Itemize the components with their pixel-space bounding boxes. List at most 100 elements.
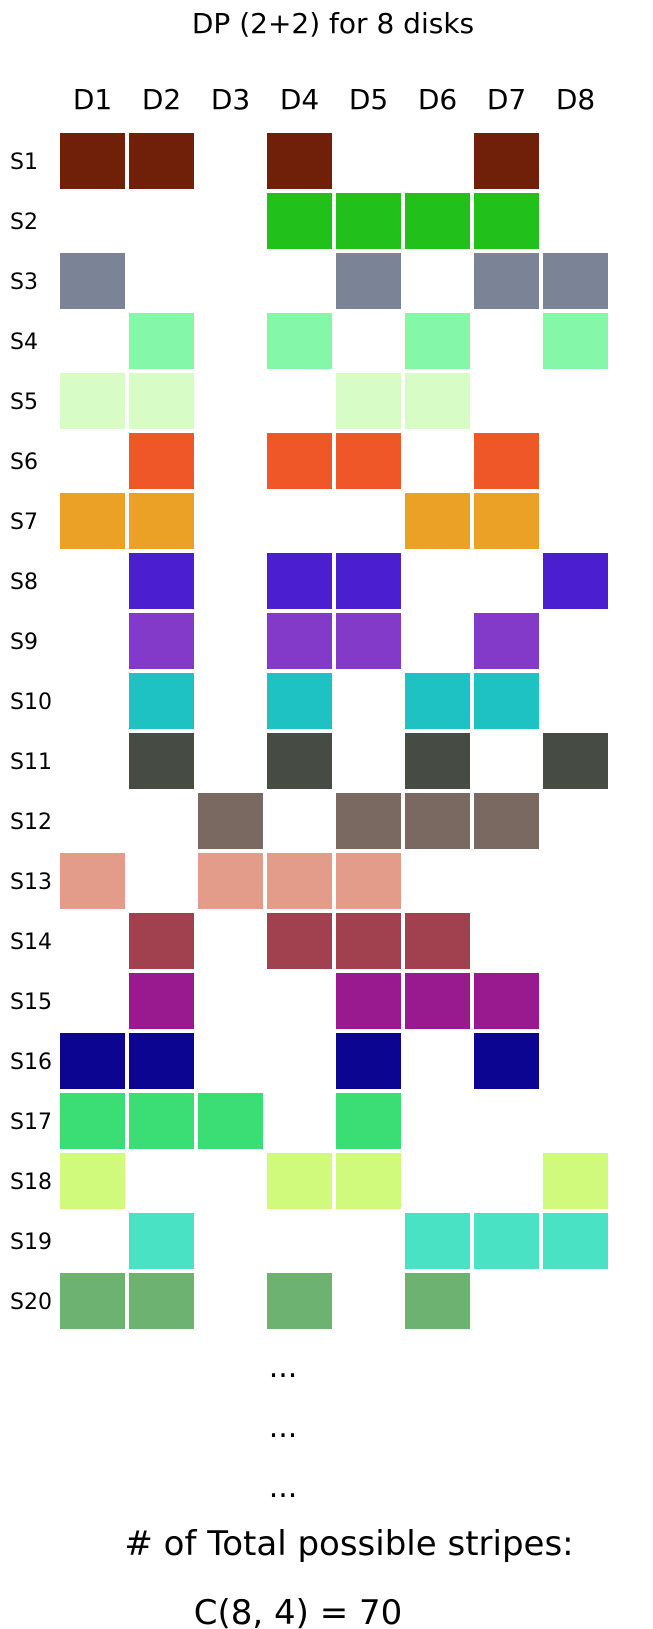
stripe-cell xyxy=(474,973,539,1029)
stripe-cell xyxy=(129,493,194,549)
stripe-cell xyxy=(129,913,194,969)
stripe-cell xyxy=(336,193,401,249)
stripe-cell xyxy=(474,1213,539,1269)
stripe-label: S1 xyxy=(10,150,38,175)
stripe-cell xyxy=(405,373,470,429)
stripe-cell xyxy=(129,1093,194,1149)
stripe-cell xyxy=(267,433,332,489)
disk-header: D1 xyxy=(73,83,112,116)
ellipsis-group: ......... xyxy=(269,1350,298,1505)
stripe-cell xyxy=(60,253,125,309)
stripe-cell xyxy=(336,1153,401,1209)
stripe-cell xyxy=(474,673,539,729)
stripe-cells xyxy=(60,133,608,1329)
disk-header: D5 xyxy=(349,83,388,116)
disk-header: D2 xyxy=(142,83,181,116)
stripe-label: S13 xyxy=(10,870,52,895)
stripe-cell xyxy=(129,673,194,729)
stripe-cell xyxy=(336,973,401,1029)
disk-headers: D1 D2 D3 D4 D5 D6 D7 D8 xyxy=(73,83,595,116)
stripe-cell xyxy=(129,613,194,669)
stripe-cell xyxy=(129,733,194,789)
stripe-cell xyxy=(474,493,539,549)
stripe-cell xyxy=(129,553,194,609)
ellipsis: ... xyxy=(269,1470,298,1505)
stripe-cell xyxy=(405,733,470,789)
stripe-cell xyxy=(60,133,125,189)
stripe-cell xyxy=(405,493,470,549)
stripe-cell xyxy=(474,133,539,189)
stripe-cell xyxy=(336,433,401,489)
stripe-label: S5 xyxy=(10,390,38,415)
stripe-cell xyxy=(129,1273,194,1329)
stripe-label: S20 xyxy=(10,1290,52,1315)
stripe-cell xyxy=(129,373,194,429)
stripe-cell xyxy=(405,673,470,729)
disk-header: D6 xyxy=(418,83,457,116)
stripe-cell xyxy=(405,313,470,369)
stripe-label: S18 xyxy=(10,1170,52,1195)
stripe-label: S9 xyxy=(10,630,38,655)
stripe-cell xyxy=(336,1093,401,1149)
stripe-cell xyxy=(267,733,332,789)
stripe-cell xyxy=(60,1093,125,1149)
stripe-cell xyxy=(405,913,470,969)
stripe-cell xyxy=(267,1153,332,1209)
stripe-cell xyxy=(198,853,263,909)
diagram-title: DP (2+2) for 8 disks xyxy=(192,7,474,40)
stripe-cell xyxy=(405,1213,470,1269)
stripe-cell xyxy=(474,193,539,249)
stripe-label: S10 xyxy=(10,690,52,715)
stripe-cell xyxy=(267,313,332,369)
stripe-cell xyxy=(405,1273,470,1329)
stripe-cell xyxy=(474,613,539,669)
ellipsis: ... xyxy=(269,1350,298,1385)
stripe-label: S17 xyxy=(10,1110,52,1135)
stripe-cell xyxy=(474,1033,539,1089)
stripe-label: S2 xyxy=(10,210,38,235)
footer-total-label: # of Total possible stripes: xyxy=(124,1524,573,1564)
stripe-cell xyxy=(543,1213,608,1269)
stripe-cell xyxy=(60,853,125,909)
stripe-cell xyxy=(60,493,125,549)
stripe-cell xyxy=(336,1033,401,1089)
stripe-cell xyxy=(198,1093,263,1149)
stripe-cell xyxy=(60,1033,125,1089)
stripe-label: S12 xyxy=(10,810,52,835)
stripe-labels: S1 S2 S3 S4 S5 S6 S7 S8 S9 S10 S11 S12 S13 S14 S15 S16 S… xyxy=(10,150,52,1315)
ellipsis: ... xyxy=(269,1410,298,1445)
stripe-label: S14 xyxy=(10,930,52,955)
stripe-cell xyxy=(474,793,539,849)
stripe-label: S16 xyxy=(10,1050,52,1075)
stripe-cell xyxy=(405,793,470,849)
stripe-cell xyxy=(60,373,125,429)
stripe-cell xyxy=(267,1273,332,1329)
stripe-label: S11 xyxy=(10,750,52,775)
stripe-cell xyxy=(267,193,332,249)
stripe-cell xyxy=(129,973,194,1029)
stripe-label: S6 xyxy=(10,450,38,475)
stripe-cell xyxy=(129,133,194,189)
stripe-cell xyxy=(267,133,332,189)
disk-header: D7 xyxy=(487,83,526,116)
stripe-cell xyxy=(543,553,608,609)
stripe-cell xyxy=(474,253,539,309)
stripe-label: S19 xyxy=(10,1230,52,1255)
stripe-label: S7 xyxy=(10,510,38,535)
stripe-cell xyxy=(267,853,332,909)
stripe-cell xyxy=(336,373,401,429)
stripe-cell xyxy=(336,553,401,609)
stripe-cell xyxy=(336,613,401,669)
stripe-cell xyxy=(336,913,401,969)
stripe-cell xyxy=(543,1153,608,1209)
stripe-cell xyxy=(267,613,332,669)
disk-header: D4 xyxy=(280,83,319,116)
stripe-cell xyxy=(405,973,470,1029)
stripe-cell xyxy=(336,793,401,849)
stripe-cell xyxy=(336,853,401,909)
stripe-cell xyxy=(267,673,332,729)
stripe-cell xyxy=(543,733,608,789)
stripe-cell xyxy=(60,1273,125,1329)
stripe-cell xyxy=(267,553,332,609)
